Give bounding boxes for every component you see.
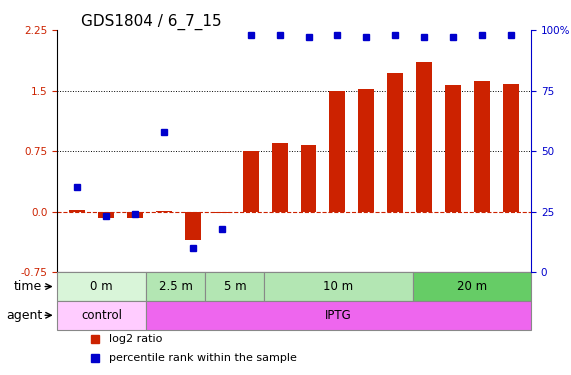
Bar (70, 210, 85, 212)
Text: 2.5 m: 2.5 m (159, 280, 192, 293)
Text: 20 m: 20 m (457, 280, 487, 293)
Text: percentile rank within the sample: percentile rank within the sample (109, 353, 297, 363)
Bar (272, 143, 288, 211)
Text: control: control (81, 309, 122, 322)
Bar (416, 62, 432, 211)
FancyBboxPatch shape (412, 272, 531, 301)
FancyBboxPatch shape (205, 272, 264, 301)
Bar (98, 211, 114, 218)
Text: 10 m: 10 m (323, 280, 353, 293)
Bar (359, 89, 374, 212)
Bar (503, 84, 518, 212)
Bar (445, 85, 461, 212)
Text: log2 ratio: log2 ratio (109, 334, 163, 344)
FancyBboxPatch shape (264, 272, 412, 301)
Text: IPTG: IPTG (325, 309, 352, 322)
FancyBboxPatch shape (146, 272, 205, 301)
FancyBboxPatch shape (146, 301, 531, 330)
FancyBboxPatch shape (57, 272, 146, 301)
Bar (127, 211, 143, 218)
Bar (387, 73, 403, 211)
Text: 5 m: 5 m (223, 280, 246, 293)
Text: agent: agent (6, 309, 42, 322)
Bar (474, 81, 490, 212)
Bar (300, 146, 316, 211)
Bar (243, 151, 259, 211)
Bar (214, 211, 230, 213)
Text: 0 m: 0 m (90, 280, 113, 293)
FancyBboxPatch shape (57, 301, 146, 330)
Bar (329, 90, 345, 212)
Bar (185, 211, 201, 240)
Text: GDS1804 / 6_7_15: GDS1804 / 6_7_15 (81, 14, 222, 30)
Bar (156, 211, 172, 212)
Text: time: time (14, 280, 42, 293)
